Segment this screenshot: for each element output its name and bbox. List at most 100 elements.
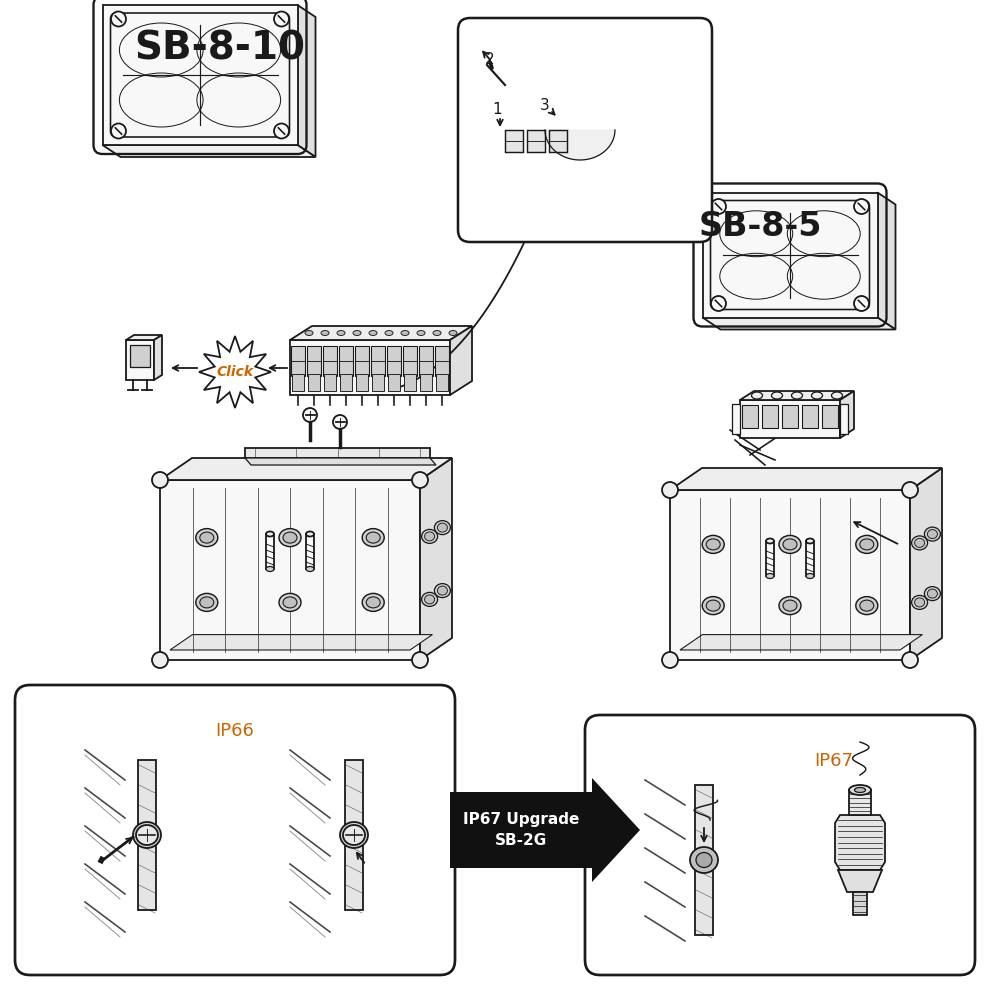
Ellipse shape bbox=[854, 788, 866, 792]
Ellipse shape bbox=[766, 574, 774, 578]
Circle shape bbox=[711, 199, 726, 214]
FancyBboxPatch shape bbox=[291, 346, 305, 376]
Circle shape bbox=[854, 199, 869, 214]
Ellipse shape bbox=[706, 539, 720, 550]
Ellipse shape bbox=[437, 586, 447, 595]
Ellipse shape bbox=[779, 597, 801, 615]
Ellipse shape bbox=[434, 584, 450, 598]
Ellipse shape bbox=[366, 532, 380, 543]
Polygon shape bbox=[680, 635, 922, 650]
Ellipse shape bbox=[924, 527, 940, 541]
Ellipse shape bbox=[915, 598, 925, 607]
Circle shape bbox=[412, 472, 428, 488]
Polygon shape bbox=[740, 391, 854, 400]
FancyBboxPatch shape bbox=[324, 374, 336, 391]
FancyBboxPatch shape bbox=[323, 346, 337, 376]
FancyBboxPatch shape bbox=[822, 405, 838, 428]
Ellipse shape bbox=[437, 523, 447, 532]
FancyBboxPatch shape bbox=[419, 346, 433, 376]
Polygon shape bbox=[160, 458, 452, 480]
Polygon shape bbox=[170, 635, 432, 650]
FancyBboxPatch shape bbox=[404, 374, 416, 391]
Ellipse shape bbox=[927, 530, 937, 539]
Text: IP67: IP67 bbox=[814, 752, 854, 770]
FancyBboxPatch shape bbox=[308, 374, 320, 391]
Circle shape bbox=[902, 482, 918, 498]
Ellipse shape bbox=[856, 597, 878, 615]
Circle shape bbox=[274, 123, 289, 138]
Ellipse shape bbox=[752, 392, 763, 399]
Text: IP66: IP66 bbox=[216, 722, 254, 740]
Ellipse shape bbox=[321, 330, 329, 336]
Polygon shape bbox=[199, 336, 271, 408]
FancyBboxPatch shape bbox=[527, 130, 545, 152]
Ellipse shape bbox=[706, 600, 720, 611]
FancyBboxPatch shape bbox=[458, 18, 712, 242]
Ellipse shape bbox=[449, 330, 457, 336]
Ellipse shape bbox=[366, 597, 380, 608]
Ellipse shape bbox=[690, 847, 718, 873]
Text: IP67 Upgrade
SB-2G: IP67 Upgrade SB-2G bbox=[463, 812, 579, 848]
Ellipse shape bbox=[433, 330, 441, 336]
FancyBboxPatch shape bbox=[15, 685, 455, 975]
Circle shape bbox=[303, 408, 317, 422]
FancyBboxPatch shape bbox=[403, 346, 417, 376]
Ellipse shape bbox=[783, 600, 797, 611]
Ellipse shape bbox=[832, 392, 842, 399]
Polygon shape bbox=[702, 192, 878, 318]
Ellipse shape bbox=[849, 785, 871, 795]
FancyBboxPatch shape bbox=[371, 346, 385, 376]
Ellipse shape bbox=[696, 852, 712, 867]
Polygon shape bbox=[910, 468, 942, 660]
Circle shape bbox=[711, 296, 726, 311]
FancyBboxPatch shape bbox=[387, 346, 401, 376]
FancyBboxPatch shape bbox=[840, 404, 848, 434]
FancyBboxPatch shape bbox=[307, 346, 321, 376]
Ellipse shape bbox=[283, 532, 297, 543]
Ellipse shape bbox=[806, 574, 814, 578]
Polygon shape bbox=[450, 326, 472, 395]
Polygon shape bbox=[835, 815, 885, 870]
Text: SB-8-5: SB-8-5 bbox=[698, 210, 822, 243]
Ellipse shape bbox=[856, 535, 878, 553]
Ellipse shape bbox=[422, 592, 438, 606]
FancyBboxPatch shape bbox=[356, 374, 368, 391]
Polygon shape bbox=[245, 458, 436, 465]
Ellipse shape bbox=[369, 330, 377, 336]
Circle shape bbox=[152, 472, 168, 488]
Circle shape bbox=[111, 123, 126, 138]
Polygon shape bbox=[840, 391, 854, 438]
Ellipse shape bbox=[702, 535, 724, 553]
Ellipse shape bbox=[200, 532, 214, 543]
Polygon shape bbox=[853, 892, 867, 915]
Polygon shape bbox=[849, 790, 871, 815]
FancyBboxPatch shape bbox=[130, 345, 150, 367]
Polygon shape bbox=[126, 335, 162, 340]
Ellipse shape bbox=[422, 529, 438, 543]
FancyBboxPatch shape bbox=[505, 130, 523, 152]
FancyBboxPatch shape bbox=[762, 405, 778, 428]
FancyBboxPatch shape bbox=[420, 374, 432, 391]
Polygon shape bbox=[450, 792, 592, 868]
Text: 1: 1 bbox=[492, 103, 502, 117]
Ellipse shape bbox=[434, 521, 450, 535]
Polygon shape bbox=[592, 778, 640, 882]
FancyBboxPatch shape bbox=[549, 130, 567, 152]
Polygon shape bbox=[154, 335, 162, 380]
Ellipse shape bbox=[200, 597, 214, 608]
Polygon shape bbox=[740, 400, 840, 438]
Circle shape bbox=[274, 11, 289, 26]
Polygon shape bbox=[670, 468, 942, 490]
Ellipse shape bbox=[924, 587, 940, 601]
FancyBboxPatch shape bbox=[802, 405, 818, 428]
Ellipse shape bbox=[779, 535, 801, 553]
Polygon shape bbox=[838, 870, 882, 892]
Circle shape bbox=[662, 482, 678, 498]
Ellipse shape bbox=[340, 822, 368, 848]
FancyBboxPatch shape bbox=[742, 405, 758, 428]
Ellipse shape bbox=[912, 536, 928, 550]
Polygon shape bbox=[103, 145, 316, 157]
Circle shape bbox=[152, 652, 168, 668]
FancyBboxPatch shape bbox=[340, 374, 352, 391]
Polygon shape bbox=[878, 192, 896, 330]
